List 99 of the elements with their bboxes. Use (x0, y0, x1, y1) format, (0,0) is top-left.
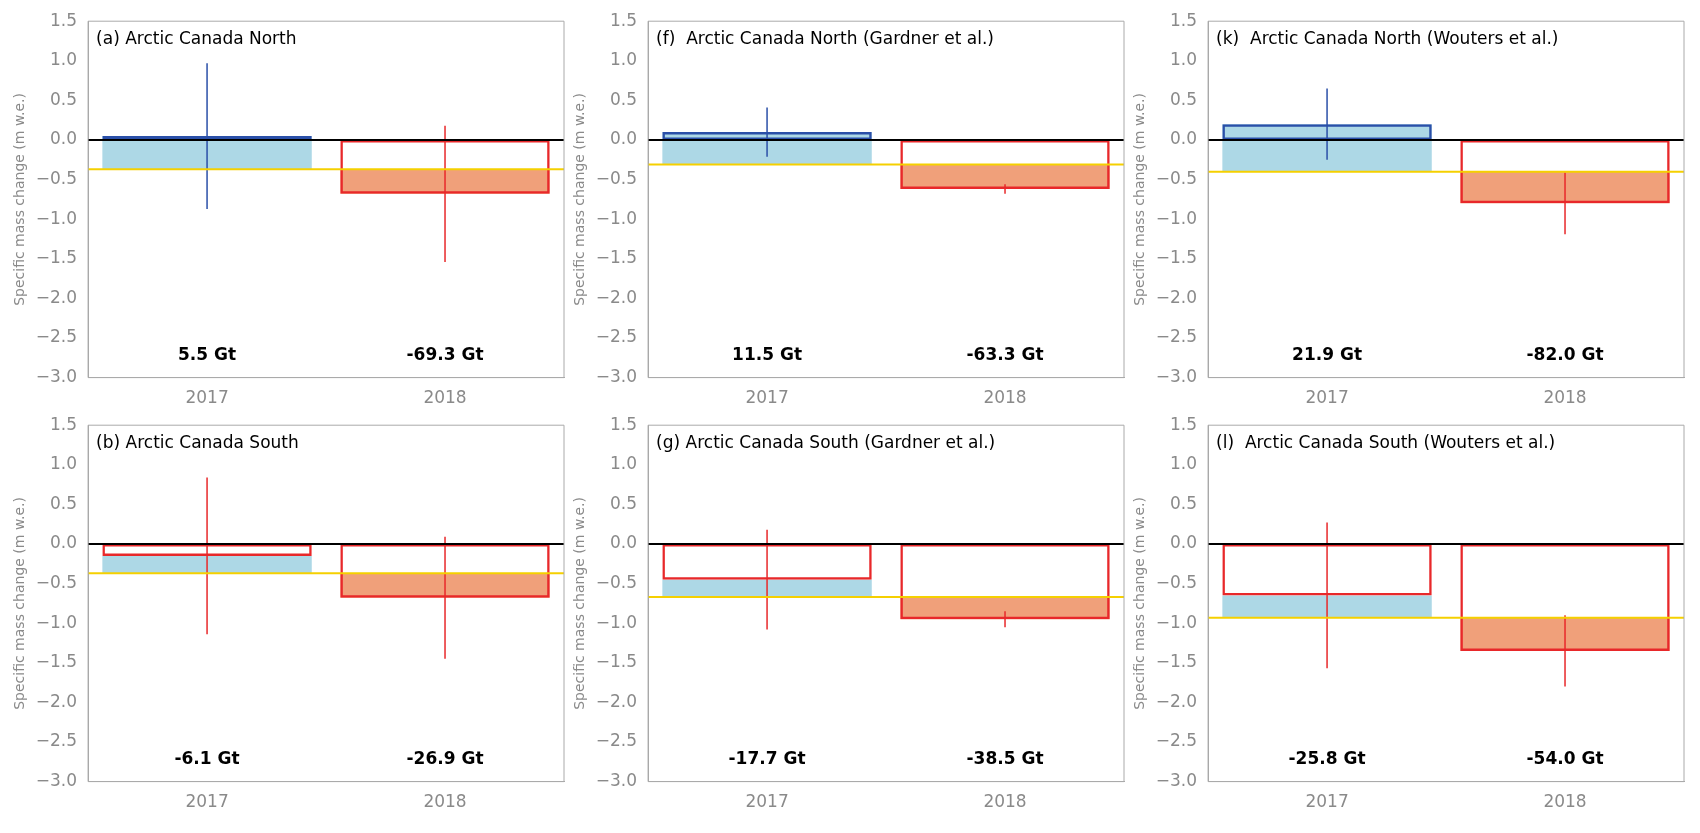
y-tick-label: −2.0 (1155, 286, 1198, 307)
y-tick-label: 1.5 (50, 413, 78, 434)
bar (102, 555, 312, 574)
y-tick-label: 0.0 (1170, 128, 1198, 149)
annotation: -82.0 Gt (1526, 344, 1604, 365)
y-tick-label: 1.0 (1170, 49, 1198, 70)
x-tick-label: 2017 (185, 387, 229, 408)
x-tick-label: 2017 (1305, 791, 1349, 812)
annotation: 21.9 Gt (1292, 344, 1363, 365)
y-tick-label: −2.5 (1155, 326, 1198, 347)
y-axis-title: Specific mass change (m w.e.) (1131, 496, 1148, 710)
text: (g) Arctic Canada South (Gardner et al.) (656, 432, 996, 453)
y-tick-label: −0.5 (1155, 572, 1198, 593)
y-tick-label: −0.5 (35, 168, 78, 189)
y-tick-label: −1.0 (595, 611, 638, 632)
x-tick-label: 2017 (745, 791, 789, 812)
text: (l) Arctic Canada South (Wouters et al.) (1216, 432, 1556, 453)
y-tick-label: 0.5 (50, 88, 78, 109)
y-axis-title: Specific mass change (m w.e.) (571, 496, 588, 710)
x-tick-label: 2018 (983, 791, 1027, 812)
y-tick-label: 0.5 (1170, 88, 1198, 109)
y-tick-label: −3.0 (35, 366, 78, 387)
y-tick-label: −1.5 (1155, 651, 1198, 672)
text: (k) Arctic Canada North (Wouters et al.) (1216, 28, 1559, 49)
text: (f) Arctic Canada North (Gardner et al.) (656, 28, 994, 49)
y-tick-label: 0.0 (610, 128, 638, 149)
annotation: -26.9 Gt (406, 748, 484, 769)
bar (1222, 595, 1432, 618)
text: (b) Arctic Canada South (96, 432, 299, 453)
y-tick-label: 1.0 (610, 453, 638, 474)
annotation: -69.3 Gt (406, 344, 484, 365)
x-tick-label: 2018 (1543, 791, 1587, 812)
x-tick-label: 2018 (423, 387, 467, 408)
y-tick-label: 1.0 (1170, 453, 1198, 474)
y-tick-label: −2.5 (1155, 730, 1198, 751)
y-axis-title: Specific mass change (m w.e.) (571, 92, 588, 306)
y-tick-label: 1.0 (50, 49, 78, 70)
y-tick-label: 1.0 (610, 49, 638, 70)
annotation: -17.7 Gt (728, 748, 806, 769)
annotation: -54.0 Gt (1526, 748, 1604, 769)
y-tick-label: −0.5 (1155, 168, 1198, 189)
y-tick-label: −2.5 (595, 326, 638, 347)
y-tick-label: −1.0 (1155, 207, 1198, 228)
y-tick-label: −3.0 (595, 770, 638, 791)
y-tick-label: −2.0 (595, 690, 638, 711)
x-tick-label: 2018 (1543, 387, 1587, 408)
y-tick-label: 0.0 (610, 532, 638, 553)
y-tick-label: −2.5 (35, 326, 78, 347)
y-tick-label: −3.0 (35, 770, 78, 791)
y-tick-label: 0.5 (610, 492, 638, 513)
y-axis-title: Specific mass change (m w.e.) (11, 496, 28, 710)
x-tick-label: 2017 (1305, 387, 1349, 408)
y-tick-label: −1.5 (595, 651, 638, 672)
y-tick-label: −1.0 (35, 611, 78, 632)
y-axis-title: Specific mass change (m w.e.) (11, 92, 28, 306)
y-tick-label: −2.0 (35, 286, 78, 307)
y-tick-label: −1.5 (35, 247, 78, 268)
y-tick-label: −0.5 (35, 572, 78, 593)
y-tick-label: −1.0 (595, 207, 638, 228)
annotation: -25.8 Gt (1288, 748, 1366, 769)
x-tick-label: 2017 (745, 387, 789, 408)
annotation: -6.1 Gt (174, 748, 240, 769)
x-tick-label: 2017 (185, 791, 229, 812)
annotation: 11.5 Gt (732, 344, 803, 365)
y-tick-label: 0.5 (50, 492, 78, 513)
y-tick-label: −3.0 (1155, 366, 1198, 387)
x-tick-label: 2018 (983, 387, 1027, 408)
y-tick-label: −2.0 (35, 690, 78, 711)
y-tick-label: 1.5 (50, 9, 78, 30)
y-tick-label: −3.0 (1155, 770, 1198, 791)
annotation: -38.5 Gt (966, 748, 1044, 769)
y-tick-label: −1.0 (35, 207, 78, 228)
y-tick-label: −0.5 (595, 572, 638, 593)
x-tick-label: 2018 (423, 791, 467, 812)
y-tick-label: 0.5 (1170, 492, 1198, 513)
annotation: 5.5 Gt (178, 344, 237, 365)
y-tick-label: −1.5 (35, 651, 78, 672)
y-tick-label: 1.5 (610, 413, 638, 434)
y-tick-label: 0.0 (50, 128, 78, 149)
y-tick-label: −0.5 (595, 168, 638, 189)
y-tick-label: 0.0 (1170, 532, 1198, 553)
y-axis-title: Specific mass change (m w.e.) (1131, 92, 1148, 306)
y-tick-label: 0.5 (610, 88, 638, 109)
y-tick-label: 1.0 (50, 453, 78, 474)
text: (a) Arctic Canada North (96, 28, 297, 49)
y-tick-label: 1.5 (610, 9, 638, 30)
y-tick-label: −3.0 (595, 366, 638, 387)
y-tick-label: −2.5 (595, 730, 638, 751)
bar (662, 579, 872, 598)
y-tick-label: 1.5 (1170, 413, 1198, 434)
y-tick-label: −2.5 (35, 730, 78, 751)
y-tick-label: −1.5 (595, 247, 638, 268)
y-tick-label: −2.0 (595, 286, 638, 307)
annotation: -63.3 Gt (966, 344, 1044, 365)
y-tick-label: −2.0 (1155, 690, 1198, 711)
y-tick-label: −1.5 (1155, 247, 1198, 268)
y-tick-label: −1.0 (1155, 611, 1198, 632)
y-tick-label: 1.5 (1170, 9, 1198, 30)
y-tick-label: 0.0 (50, 532, 78, 553)
